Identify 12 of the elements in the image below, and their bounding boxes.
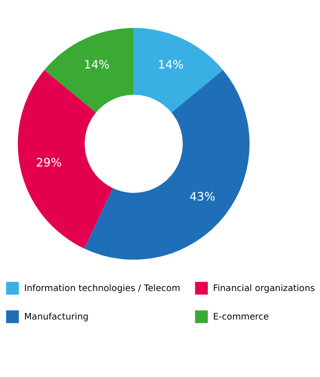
legend-label: E-commerce [213,312,269,322]
donut-slice [44,28,134,113]
data-label: 29% [36,155,62,170]
legend-label: Information technologies / Telecom [24,284,180,294]
data-label: 14% [158,58,184,72]
legend-label: Financial organizations [213,284,316,294]
donut-slice [18,70,113,249]
donut-slice [84,70,250,260]
data-label: 14% [84,58,110,72]
legend-label: Manufacturing [24,312,89,322]
donut-slice [134,28,223,113]
data-label: 43% [190,190,216,204]
